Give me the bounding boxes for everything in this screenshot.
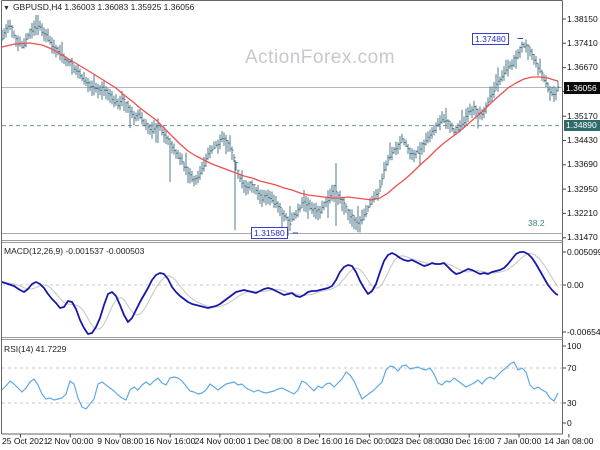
- annotation-connectors: [292, 38, 523, 234]
- rsi-line: [1, 361, 559, 410]
- pane-border: [1, 0, 563, 435]
- macd-main-line: [1, 251, 559, 335]
- rsi-pane[interactable]: [2, 341, 562, 433]
- price-bars: [1, 15, 560, 236]
- moving-average-line: [1, 42, 559, 201]
- watermark: ActionForex.com: [245, 47, 396, 68]
- pane-separators: [2, 240, 563, 340]
